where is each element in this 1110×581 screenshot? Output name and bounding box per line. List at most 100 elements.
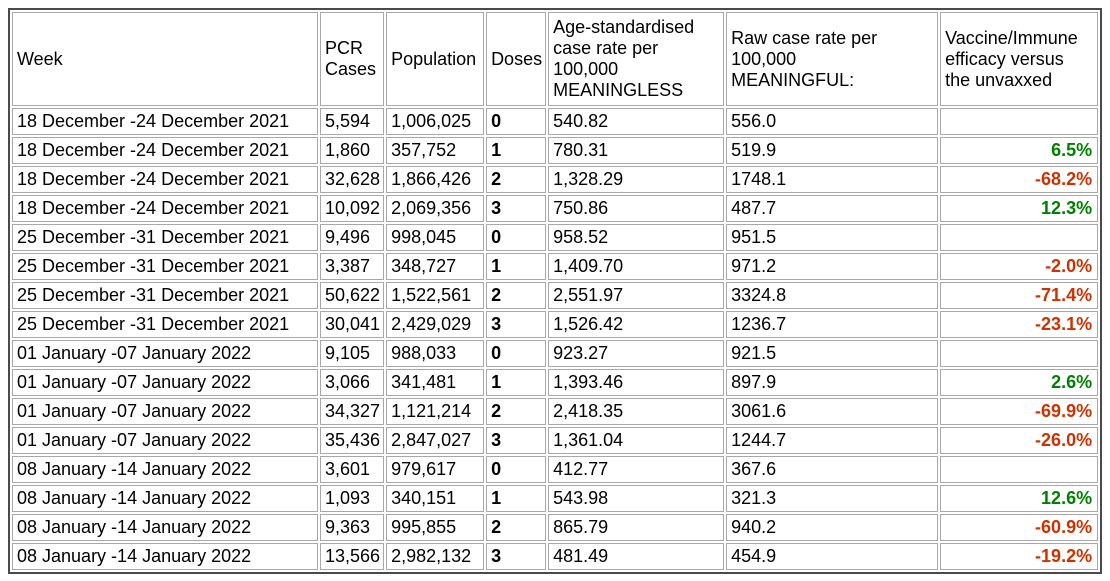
age-std-rate-cell: 1,409.70 [548, 253, 725, 280]
week-cell: 08 January -14 January 2022 [12, 456, 318, 483]
doses-cell: 1 [486, 369, 547, 396]
doses-cell: 3 [486, 195, 547, 222]
week-cell: 25 December -31 December 2021 [12, 282, 318, 309]
population-cell: 340,151 [386, 485, 485, 512]
population-cell: 998,045 [386, 224, 485, 251]
table-row: 18 December -24 December 2021 10,092 2,069… [12, 195, 1099, 222]
doses-cell: 1 [486, 137, 547, 164]
doses-cell: 2 [486, 514, 547, 541]
col-header-pcr-cases: PCR Cases [320, 12, 385, 106]
population-cell: 2,429,029 [386, 311, 485, 338]
efficacy-cell: -71.4% [940, 282, 1099, 309]
pcr-cases-cell: 30,041 [320, 311, 385, 338]
doses-cell: 2 [486, 398, 547, 425]
raw-rate-cell: 454.9 [726, 543, 939, 570]
week-cell: 18 December -24 December 2021 [12, 195, 318, 222]
raw-rate-cell: 921.5 [726, 340, 939, 367]
week-cell: 18 December -24 December 2021 [12, 137, 318, 164]
age-std-rate-cell: 865.79 [548, 514, 725, 541]
raw-rate-cell: 519.9 [726, 137, 939, 164]
table-row: 01 January -07 January 2022 35,436 2,847,0… [12, 427, 1099, 454]
raw-rate-cell: 1244.7 [726, 427, 939, 454]
doses-cell: 2 [486, 166, 547, 193]
table-row: 18 December -24 December 2021 32,628 1,866… [12, 166, 1099, 193]
col-header-population: Population [386, 12, 485, 106]
case-rate-table: Week PCR Cases Population Doses Age-stan… [8, 8, 1103, 574]
population-cell: 348,727 [386, 253, 485, 280]
raw-rate-cell: 3324.8 [726, 282, 939, 309]
pcr-cases-cell: 34,327 [320, 398, 385, 425]
table-row: 08 January -14 January 2022 13,566 2,982,1… [12, 543, 1099, 570]
table-row: 25 December -31 December 2021 3,387 348,72… [12, 253, 1099, 280]
raw-rate-cell: 3061.6 [726, 398, 939, 425]
age-std-rate-cell: 2,551.97 [548, 282, 725, 309]
age-std-rate-cell: 540.82 [548, 108, 725, 135]
table-row: 01 January -07 January 2022 9,105 988,033 0… [12, 340, 1099, 367]
week-cell: 25 December -31 December 2021 [12, 311, 318, 338]
raw-rate-cell: 556.0 [726, 108, 939, 135]
population-cell: 995,855 [386, 514, 485, 541]
age-std-rate-cell: 1,361.04 [548, 427, 725, 454]
week-cell: 01 January -07 January 2022 [12, 369, 318, 396]
age-std-rate-cell: 543.98 [548, 485, 725, 512]
week-cell: 01 January -07 January 2022 [12, 340, 318, 367]
population-cell: 357,752 [386, 137, 485, 164]
table-body: 18 December -24 December 2021 5,594 1,006,… [12, 108, 1099, 570]
age-std-rate-cell: 1,526.42 [548, 311, 725, 338]
pcr-cases-cell: 1,093 [320, 485, 385, 512]
population-cell: 2,069,356 [386, 195, 485, 222]
population-cell: 1,121,214 [386, 398, 485, 425]
table-row: 25 December -31 December 2021 9,496 998,04… [12, 224, 1099, 251]
doses-cell: 3 [486, 427, 547, 454]
raw-rate-cell: 1748.1 [726, 166, 939, 193]
efficacy-cell: 12.3% [940, 195, 1099, 222]
col-header-doses: Doses [486, 12, 547, 106]
week-cell: 01 January -07 January 2022 [12, 398, 318, 425]
table-row: 01 January -07 January 2022 34,327 1,121,2… [12, 398, 1099, 425]
doses-cell: 0 [486, 340, 547, 367]
age-std-rate-cell: 481.49 [548, 543, 725, 570]
week-cell: 18 December -24 December 2021 [12, 108, 318, 135]
raw-rate-cell: 1236.7 [726, 311, 939, 338]
table-row: 18 December -24 December 2021 1,860 357,75… [12, 137, 1099, 164]
pcr-cases-cell: 50,622 [320, 282, 385, 309]
population-cell: 979,617 [386, 456, 485, 483]
doses-cell: 3 [486, 543, 547, 570]
population-cell: 2,982,132 [386, 543, 485, 570]
population-cell: 1,522,561 [386, 282, 485, 309]
pcr-cases-cell: 10,092 [320, 195, 385, 222]
pcr-cases-cell: 3,601 [320, 456, 385, 483]
efficacy-cell: 2.6% [940, 369, 1099, 396]
efficacy-cell: -19.2% [940, 543, 1099, 570]
efficacy-cell: -60.9% [940, 514, 1099, 541]
efficacy-cell: 6.5% [940, 137, 1099, 164]
col-header-week: Week [12, 12, 318, 106]
pcr-cases-cell: 32,628 [320, 166, 385, 193]
pcr-cases-cell: 9,363 [320, 514, 385, 541]
table-row: 08 January -14 January 2022 1,093 340,151 1… [12, 485, 1099, 512]
col-header-raw-rate: Raw case rate per 100,000 MEANINGFUL: [726, 12, 939, 106]
efficacy-cell: -69.9% [940, 398, 1099, 425]
efficacy-cell: -68.2% [940, 166, 1099, 193]
doses-cell: 1 [486, 253, 547, 280]
age-std-rate-cell: 750.86 [548, 195, 725, 222]
week-cell: 08 January -14 January 2022 [12, 485, 318, 512]
header-row: Week PCR Cases Population Doses Age-stan… [12, 12, 1099, 106]
efficacy-cell: -2.0% [940, 253, 1099, 280]
population-cell: 988,033 [386, 340, 485, 367]
doses-cell: 0 [486, 456, 547, 483]
week-cell: 08 January -14 January 2022 [12, 543, 318, 570]
doses-cell: 0 [486, 108, 547, 135]
week-cell: 25 December -31 December 2021 [12, 224, 318, 251]
pcr-cases-cell: 5,594 [320, 108, 385, 135]
pcr-cases-cell: 9,496 [320, 224, 385, 251]
table-row: 18 December -24 December 2021 5,594 1,006,… [12, 108, 1099, 135]
raw-rate-cell: 321.3 [726, 485, 939, 512]
pcr-cases-cell: 35,436 [320, 427, 385, 454]
week-cell: 18 December -24 December 2021 [12, 166, 318, 193]
raw-rate-cell: 951.5 [726, 224, 939, 251]
raw-rate-cell: 897.9 [726, 369, 939, 396]
efficacy-cell: 12.6% [940, 485, 1099, 512]
population-cell: 1,006,025 [386, 108, 485, 135]
